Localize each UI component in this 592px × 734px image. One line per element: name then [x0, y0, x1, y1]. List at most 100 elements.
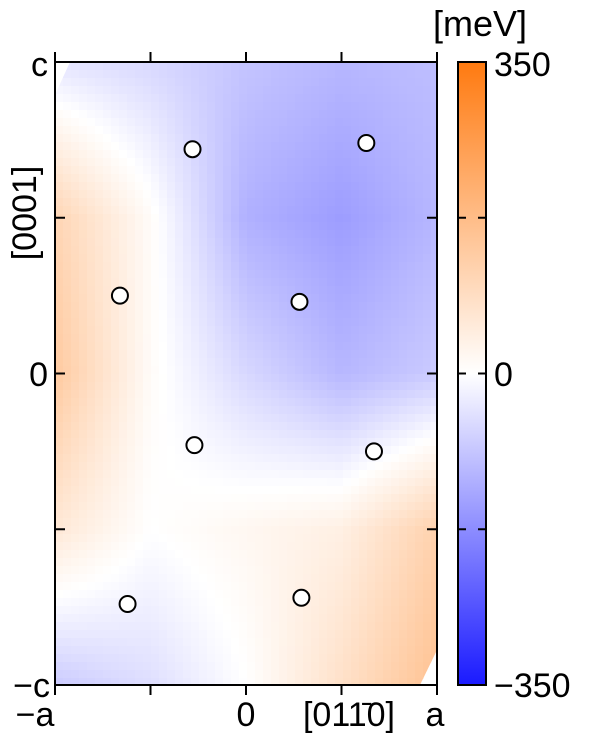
field-cell [431, 150, 437, 159]
field-cell [255, 614, 264, 623]
field-cell [111, 142, 120, 151]
field-cell [127, 646, 136, 655]
field-cell [239, 574, 248, 583]
field-cell [295, 486, 304, 495]
field-cell [431, 550, 437, 559]
field-cell [63, 174, 72, 183]
field-cell [383, 110, 392, 119]
field-cell [303, 398, 312, 407]
field-cell [135, 494, 144, 503]
field-cell [383, 542, 392, 551]
field-cell [303, 62, 312, 71]
field-cell [167, 550, 176, 559]
field-cell [127, 102, 136, 111]
field-cell [175, 302, 184, 311]
field-cell [151, 342, 160, 351]
field-cell [159, 406, 168, 415]
field-cell [255, 390, 264, 399]
field-cell [127, 534, 136, 543]
field-cell [135, 70, 144, 79]
field-cell [311, 630, 320, 639]
field-cell [303, 350, 312, 359]
field-cell [351, 262, 360, 271]
field-cell [271, 422, 280, 431]
field-cell [311, 142, 320, 151]
field-cell [375, 302, 384, 311]
field-cell [271, 150, 280, 159]
field-cell [319, 478, 328, 487]
field-cell [303, 278, 312, 287]
field-cell [159, 78, 168, 87]
field-cell [271, 158, 280, 167]
field-cell [327, 254, 336, 263]
field-cell [383, 574, 392, 583]
field-cell [55, 166, 64, 175]
field-cell [383, 494, 392, 503]
field-cell [71, 430, 80, 439]
field-cell [71, 206, 80, 215]
field-cell [263, 406, 272, 415]
field-cell [271, 334, 280, 343]
field-cell [103, 454, 112, 463]
field-cell [151, 70, 160, 79]
field-cell [151, 406, 160, 415]
field-cell [431, 470, 437, 479]
field-cell [431, 654, 437, 663]
field-cell [335, 94, 344, 103]
field-cell [127, 678, 136, 685]
field-cell [63, 246, 72, 255]
field-cell [295, 94, 304, 103]
field-cell [199, 262, 208, 271]
field-cell [431, 318, 437, 327]
field-cell [335, 502, 344, 511]
field-cell [143, 174, 152, 183]
field-cell [183, 430, 192, 439]
field-cell [303, 366, 312, 375]
field-cell [247, 462, 256, 471]
field-cell [423, 342, 432, 351]
field-cell [327, 542, 336, 551]
field-cell [319, 598, 328, 607]
field-cell [231, 614, 240, 623]
field-cell [183, 86, 192, 95]
field-cell [415, 678, 424, 685]
field-cell [375, 406, 384, 415]
field-cell [327, 614, 336, 623]
field-cell [319, 318, 328, 327]
field-cell [319, 414, 328, 423]
field-cell [87, 494, 96, 503]
field-cell [255, 190, 264, 199]
field-cell [183, 310, 192, 319]
field-cell [415, 78, 424, 87]
field-cell [167, 294, 176, 303]
field-cell [215, 270, 224, 279]
field-cell [223, 118, 232, 127]
field-cell [127, 398, 136, 407]
field-cell [247, 606, 256, 615]
field-cell [63, 422, 72, 431]
field-cell [239, 670, 248, 679]
field-cell [95, 182, 104, 191]
field-cell [271, 118, 280, 127]
field-cell [303, 222, 312, 231]
field-cell [231, 318, 240, 327]
field-cell [223, 214, 232, 223]
field-cell [215, 470, 224, 479]
field-cell [423, 622, 432, 631]
field-cell [119, 646, 128, 655]
field-cell [279, 454, 288, 463]
field-cell [183, 182, 192, 191]
field-cell [359, 510, 368, 519]
field-cell [167, 342, 176, 351]
field-cell [175, 382, 184, 391]
field-cell [279, 678, 288, 685]
field-cell [175, 574, 184, 583]
field-cell [215, 326, 224, 335]
field-cell [375, 294, 384, 303]
field-cell [183, 470, 192, 479]
field-cell [391, 190, 400, 199]
field-cell [287, 574, 296, 583]
field-cell [111, 470, 120, 479]
field-cell [215, 670, 224, 679]
field-cell [111, 502, 120, 511]
